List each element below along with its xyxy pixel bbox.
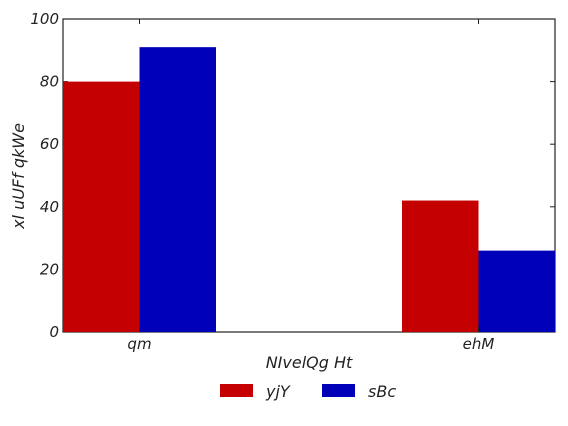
x-tick-label: ehM xyxy=(463,335,495,353)
legend-swatch-sBc xyxy=(322,384,355,397)
y-tick-label: 20 xyxy=(40,260,59,278)
y-tick-label: 100 xyxy=(30,10,59,28)
y-axis-label: xl uUFf qkWe xyxy=(9,123,28,230)
legend-label-sBc: sBc xyxy=(368,382,396,401)
bar-yjY-ehM xyxy=(402,201,479,332)
legend-label-yjY: yjY xyxy=(265,382,291,401)
y-tick-label: 80 xyxy=(40,73,59,91)
bar-sBc-ehM xyxy=(479,251,556,332)
x-axis-label: NIvelQg Ht xyxy=(266,353,353,372)
legend: yjY sBc xyxy=(220,382,396,401)
y-tick-label: 60 xyxy=(40,135,59,153)
y-tick-label: 40 xyxy=(40,198,59,216)
bar-yjY-qm xyxy=(63,82,140,332)
bar-sBc-qm xyxy=(140,47,217,332)
legend-swatch-yjY xyxy=(220,384,253,397)
y-tick-label: 0 xyxy=(49,323,59,341)
x-tick-label: qm xyxy=(127,335,151,353)
